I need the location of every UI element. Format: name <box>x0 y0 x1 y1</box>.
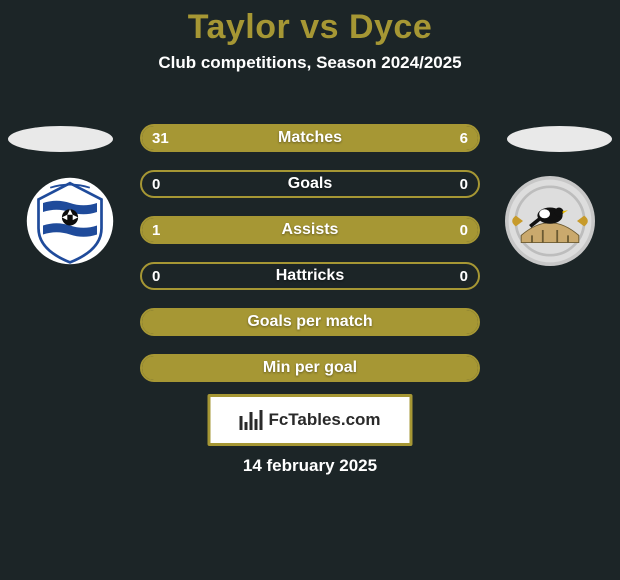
stat-value-right <box>458 356 478 380</box>
stat-label: Goals <box>142 172 478 196</box>
stat-label: Goals per match <box>142 310 478 334</box>
brand-box: FcTables.com <box>208 394 413 446</box>
stat-value-right: 0 <box>450 218 478 242</box>
bar-chart-icon <box>239 410 262 430</box>
stat-label: Hattricks <box>142 264 478 288</box>
stat-bars: 31 Matches 6 0 Goals 0 1 Assists 0 0 Hat… <box>140 124 480 400</box>
comparison-infographic: Taylor vs Dyce Club competitions, Season… <box>0 0 620 580</box>
stat-row: Goals per match <box>140 308 480 336</box>
stat-label: Matches <box>142 126 478 150</box>
stat-value-right: 6 <box>450 126 478 150</box>
stat-value-left: 0 <box>142 172 170 196</box>
stat-value-right: 0 <box>450 264 478 288</box>
stat-row: 31 Matches 6 <box>140 124 480 152</box>
stat-value-left: 0 <box>142 264 170 288</box>
stat-label: Min per goal <box>142 356 478 380</box>
right-club-crest <box>505 176 595 266</box>
stat-row: Min per goal <box>140 354 480 382</box>
snapshot-date: 14 february 2025 <box>0 456 620 476</box>
stat-value-right: 0 <box>450 172 478 196</box>
brand-text: FcTables.com <box>268 410 380 430</box>
stat-value-left: 31 <box>142 126 179 150</box>
stat-value-right <box>458 310 478 334</box>
subtitle: Club competitions, Season 2024/2025 <box>0 53 620 73</box>
stat-row: 0 Hattricks 0 <box>140 262 480 290</box>
stat-value-left <box>142 356 162 380</box>
stat-row: 1 Assists 0 <box>140 216 480 244</box>
left-flag-ellipse <box>8 126 113 152</box>
stat-row: 0 Goals 0 <box>140 170 480 198</box>
left-club-crest <box>25 176 115 266</box>
right-flag-ellipse <box>507 126 612 152</box>
page-title: Taylor vs Dyce <box>0 8 620 47</box>
stat-value-left: 1 <box>142 218 170 242</box>
stat-label: Assists <box>142 218 478 242</box>
stat-value-left <box>142 310 162 334</box>
